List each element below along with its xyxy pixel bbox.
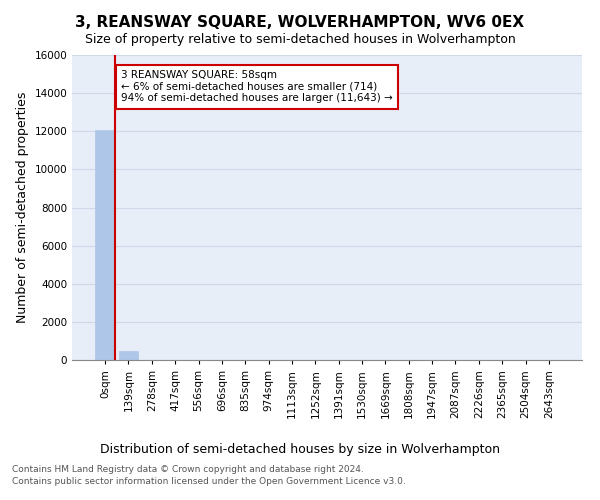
Bar: [119, 352, 139, 360]
Text: 3, REANSWAY SQUARE, WOLVERHAMPTON, WV6 0EX: 3, REANSWAY SQUARE, WOLVERHAMPTON, WV6 0…: [76, 15, 524, 30]
Y-axis label: Number of semi-detached properties: Number of semi-detached properties: [16, 92, 29, 323]
Text: 3 REANSWAY SQUARE: 58sqm
← 6% of semi-detached houses are smaller (714)
94% of s: 3 REANSWAY SQUARE: 58sqm ← 6% of semi-de…: [121, 70, 393, 103]
Text: Distribution of semi-detached houses by size in Wolverhampton: Distribution of semi-detached houses by …: [100, 442, 500, 456]
Text: Size of property relative to semi-detached houses in Wolverhampton: Size of property relative to semi-detach…: [85, 32, 515, 46]
Text: Contains HM Land Registry data © Crown copyright and database right 2024.: Contains HM Land Registry data © Crown c…: [12, 465, 364, 474]
Bar: [95, 130, 115, 360]
Text: Contains public sector information licensed under the Open Government Licence v3: Contains public sector information licen…: [12, 478, 406, 486]
